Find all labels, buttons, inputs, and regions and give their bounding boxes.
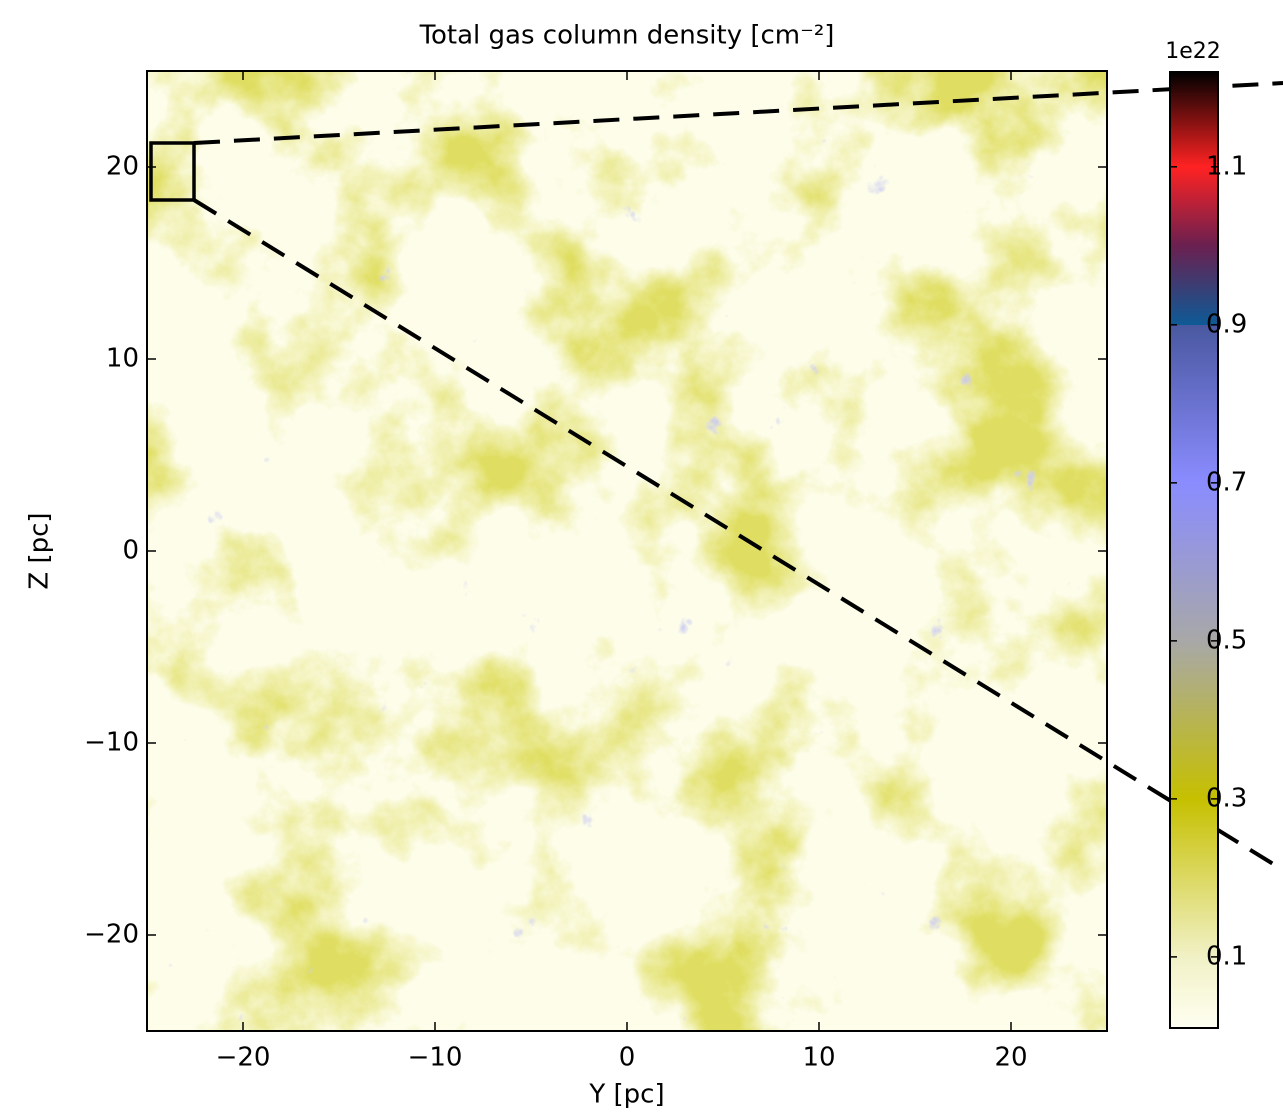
density-map bbox=[147, 71, 1107, 1031]
x-tick-label: 20 bbox=[994, 1043, 1027, 1073]
zoom-line bbox=[193, 81, 1283, 145]
y-tick-label: 0 bbox=[122, 536, 139, 566]
colorbar-tick-label: 0.3 bbox=[1206, 783, 1247, 813]
colorbar-tick-label: 0.7 bbox=[1206, 467, 1247, 497]
colorbar-tick-label: 0.9 bbox=[1206, 309, 1247, 339]
colorbar-tick-label: 0.1 bbox=[1206, 941, 1247, 971]
colorbar-tick-label: 1.1 bbox=[1206, 151, 1247, 181]
colorbar-offset: 1e22 bbox=[1165, 39, 1221, 64]
x-tick-label: −20 bbox=[216, 1043, 271, 1073]
chart-title: Total gas column density [cm⁻²] bbox=[419, 21, 835, 51]
x-tick-label: −10 bbox=[408, 1043, 463, 1073]
y-tick-label: −10 bbox=[84, 728, 139, 758]
x-axis-label: Y [pc] bbox=[588, 1080, 664, 1110]
colorbar-tick-label: 0.5 bbox=[1206, 625, 1247, 655]
map-texture bbox=[147, 71, 1107, 1031]
colorbar bbox=[1169, 71, 1219, 1029]
y-tick-label: 20 bbox=[106, 152, 139, 182]
y-axis-label: Z [pc] bbox=[25, 512, 55, 589]
y-tick-label: 10 bbox=[106, 344, 139, 374]
x-tick-label: 0 bbox=[619, 1043, 636, 1073]
y-tick-label: −20 bbox=[84, 920, 139, 950]
zoom-line bbox=[192, 198, 1283, 872]
x-tick-label: 10 bbox=[802, 1043, 835, 1073]
zoom-box bbox=[149, 141, 196, 202]
